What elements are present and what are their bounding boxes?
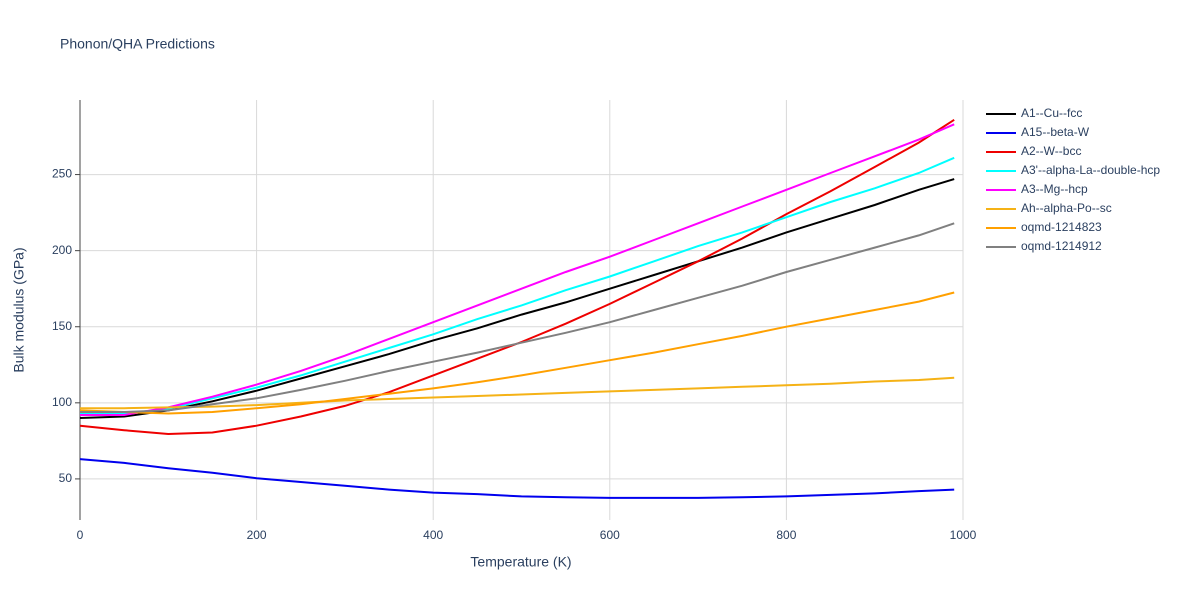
y-tick-label: 50 bbox=[59, 471, 73, 485]
y-axis-title: Bulk modulus (GPa) bbox=[11, 247, 27, 372]
x-tick-label: 1000 bbox=[950, 528, 977, 542]
series-line bbox=[79, 118, 955, 436]
x-tick-label: 0 bbox=[77, 528, 84, 542]
series-line bbox=[80, 376, 955, 410]
legend-label: oqmd-1214823 bbox=[1021, 220, 1102, 234]
y-tick-label: 200 bbox=[52, 243, 72, 257]
series-line bbox=[79, 178, 955, 419]
x-axis-title: Temperature (K) bbox=[470, 554, 571, 570]
y-tick-label: 100 bbox=[52, 395, 72, 409]
series-line bbox=[80, 222, 955, 413]
y-tick-label: 250 bbox=[52, 167, 72, 181]
series-line bbox=[79, 458, 955, 499]
legend-label: A3'--alpha-La--double-hcp bbox=[1021, 163, 1160, 177]
y-tick-label: 150 bbox=[52, 319, 72, 333]
legend-label: A3--Mg--hcp bbox=[1021, 182, 1088, 196]
legend-label: A2--W--bcc bbox=[1021, 144, 1081, 158]
chart-title: Phonon/QHA Predictions bbox=[60, 36, 215, 52]
x-tick-label: 200 bbox=[247, 528, 267, 542]
x-tick-label: 600 bbox=[600, 528, 620, 542]
legend-label: Ah--alpha-Po--sc bbox=[1021, 201, 1112, 215]
legend-label: A15--beta-W bbox=[1021, 125, 1090, 139]
x-tick-label: 400 bbox=[423, 528, 443, 542]
legend-label: oqmd-1214912 bbox=[1021, 239, 1102, 253]
series-line bbox=[80, 156, 955, 415]
series-line bbox=[80, 123, 955, 416]
series-line bbox=[79, 291, 955, 415]
legend-label: A1--Cu--fcc bbox=[1021, 106, 1082, 120]
x-tick-label: 800 bbox=[776, 528, 796, 542]
